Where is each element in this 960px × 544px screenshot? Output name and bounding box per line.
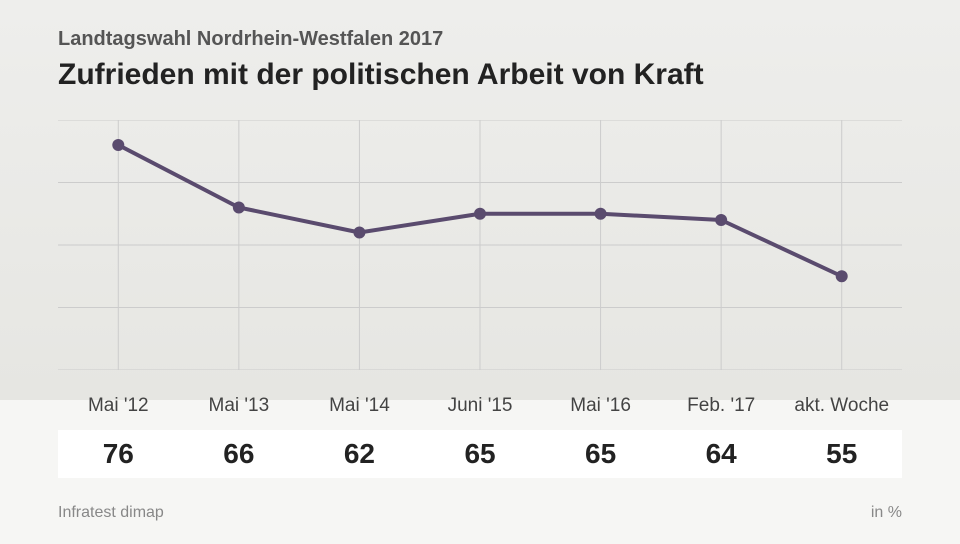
data-point: [353, 227, 365, 239]
x-axis-label: Mai '12: [58, 395, 179, 417]
data-point: [715, 214, 727, 226]
data-value: 65: [540, 438, 661, 470]
data-value: 76: [58, 438, 179, 470]
data-point: [595, 208, 607, 220]
data-value: 62: [299, 438, 420, 470]
line-chart: [58, 120, 902, 370]
source-label: Infratest dimap: [58, 504, 164, 522]
chart-title: Zufrieden mit der politischen Arbeit von…: [58, 58, 704, 92]
x-axis-labels: Mai '12Mai '13Mai '14Juni '15Mai '16Feb.…: [58, 395, 902, 417]
x-axis-label: Mai '13: [179, 395, 300, 417]
data-value: 66: [179, 438, 300, 470]
x-axis-label: Feb. '17: [661, 395, 782, 417]
data-value: 55: [781, 438, 902, 470]
data-point: [836, 270, 848, 282]
chart-svg: [58, 120, 902, 370]
data-value: 65: [420, 438, 541, 470]
x-axis-label: Mai '14: [299, 395, 420, 417]
data-value: 64: [661, 438, 782, 470]
unit-label: in %: [871, 504, 902, 522]
data-point: [112, 139, 124, 151]
data-point: [474, 208, 486, 220]
x-axis-label: Juni '15: [420, 395, 541, 417]
content-wrapper: Landtagswahl Nordrhein-Westfalen 2017 Zu…: [0, 0, 960, 544]
x-axis-label: Mai '16: [540, 395, 661, 417]
data-point: [233, 202, 245, 214]
x-axis-label: akt. Woche: [781, 395, 902, 417]
values-band: 76666265656455: [58, 430, 902, 478]
chart-subtitle: Landtagswahl Nordrhein-Westfalen 2017: [58, 28, 443, 51]
